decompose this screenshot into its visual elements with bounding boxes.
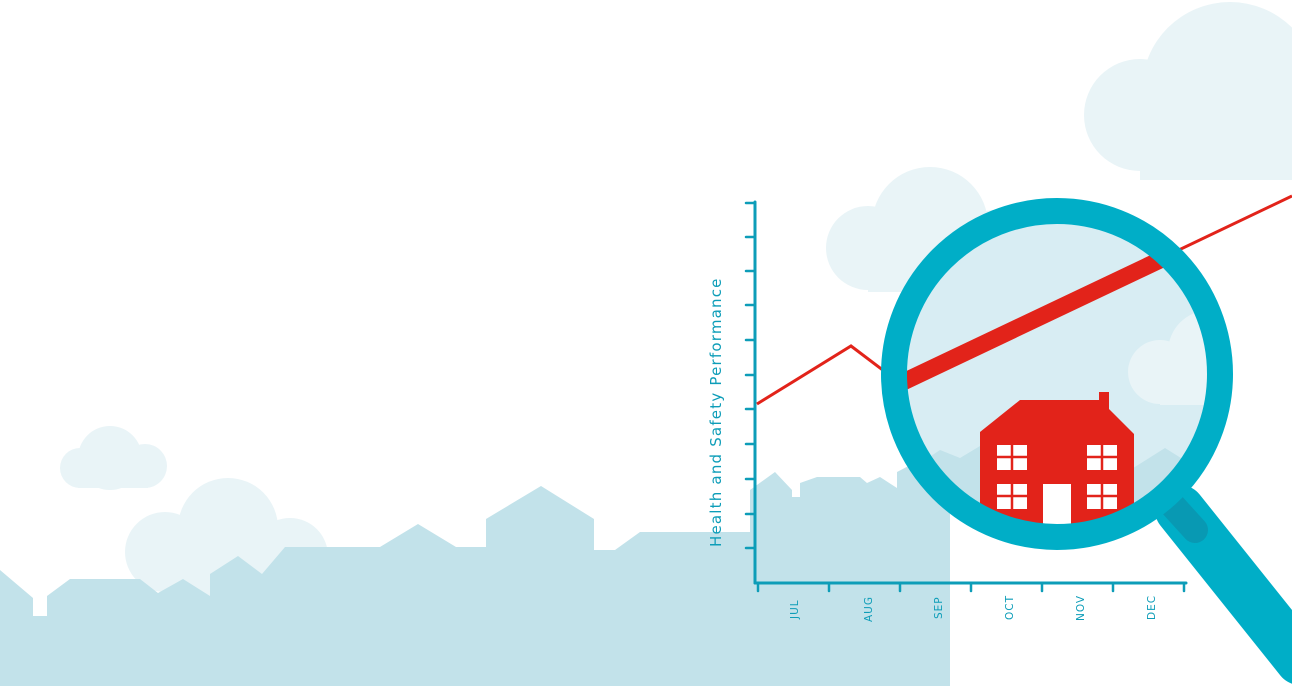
y-axis-ticks [744,201,757,550]
x-tick-nov: NOV [1075,595,1087,621]
cloud-icon [60,426,167,490]
house-icon [980,392,1134,538]
x-tick-dec: DEC [1146,595,1158,620]
x-tick-aug: AUG [863,596,875,622]
x-tick-oct: OCT [1004,595,1016,620]
magnifying-glass-handle [1152,484,1292,684]
x-tick-labels: JUL AUG SEP OCT NOV DEC [789,595,1158,622]
cloud-icon [1084,2,1292,180]
x-axis-ticks [756,581,1186,593]
y-axis-label: Health and Safety Performance [707,277,725,547]
chart-axes [744,200,1188,593]
magnifying-glass-icon [881,198,1233,550]
x-tick-sep: SEP [933,596,945,619]
x-tick-jul: JUL [789,599,801,620]
